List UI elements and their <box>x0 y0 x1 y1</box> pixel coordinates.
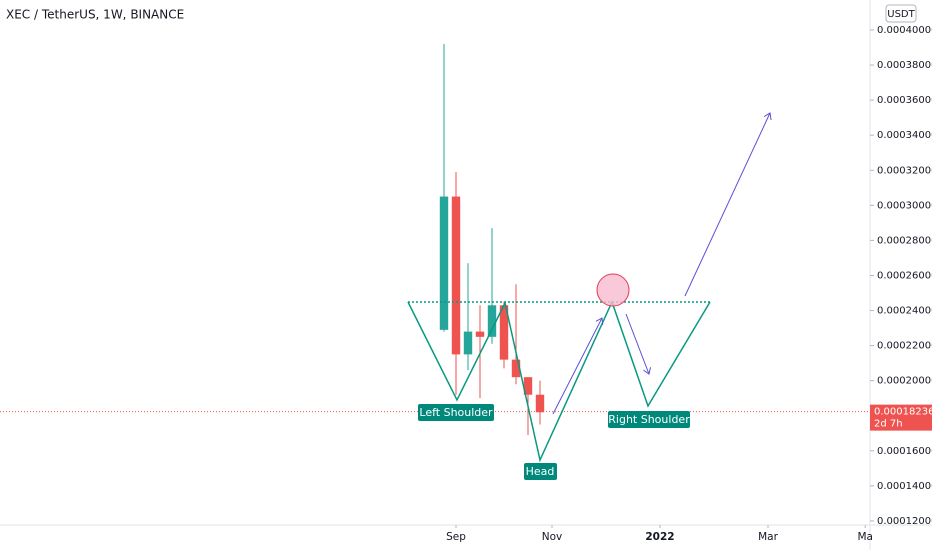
annotation-box <box>524 463 557 480</box>
annotation-box <box>418 404 494 421</box>
y-tick-label: 0.00024000 <box>877 306 932 317</box>
y-tick-label: 0.00020000 <box>877 376 932 387</box>
x-tick-label: Mar <box>758 531 778 543</box>
y-tick-label: 0.00022000 <box>877 341 932 352</box>
y-tick-label: 0.00028000 <box>877 235 932 246</box>
candle-body <box>535 394 545 413</box>
candle-body <box>487 305 497 337</box>
arrow <box>684 113 770 297</box>
arrow <box>625 313 649 374</box>
x-tick-label: Nov <box>542 531 563 543</box>
countdown: 2d 7h <box>874 419 903 430</box>
annotation: Right Shoulder <box>608 413 690 426</box>
y-tick-label: 0.00012000 <box>877 516 932 527</box>
candle-body <box>499 305 509 360</box>
y-tick-label: 0.00032000 <box>877 165 932 176</box>
last-price-label: 0.00018236 <box>874 407 932 418</box>
y-tick-label: 0.00036000 <box>877 95 932 106</box>
x-tick-label: 2022 <box>645 531 674 543</box>
candle-body <box>511 359 521 378</box>
y-tick-label: 0.00034000 <box>877 130 932 141</box>
candle-body <box>475 331 485 337</box>
x-tick-label: Sep <box>446 531 466 543</box>
currency: USDT <box>887 9 915 20</box>
annotation: Left Shoulder <box>419 406 493 419</box>
y-tick-label: 0.00014000 <box>877 481 932 492</box>
chart-title: XEC / TetherUS, 1W, BINANCE <box>6 8 184 22</box>
candle-body <box>523 377 533 395</box>
y-tick-label: 0.00038000 <box>877 60 932 71</box>
last-price-box <box>870 404 932 431</box>
pattern-line <box>407 299 711 463</box>
candle-body <box>463 331 473 355</box>
candle-body <box>439 196 449 330</box>
candle-body <box>451 196 461 355</box>
breakout-circle <box>596 273 630 307</box>
arrow <box>552 318 602 415</box>
y-tick-label: 0.00040000 <box>877 25 932 36</box>
y-tick-label: 0.00030000 <box>877 200 932 211</box>
annotation-box <box>608 411 690 428</box>
currency-badge[interactable] <box>885 4 917 23</box>
annotation: Head <box>526 465 555 478</box>
x-tick-label: Ma <box>857 531 873 543</box>
y-tick-label: 0.00026000 <box>877 270 932 281</box>
y-tick-label: 0.00016000 <box>877 446 932 457</box>
